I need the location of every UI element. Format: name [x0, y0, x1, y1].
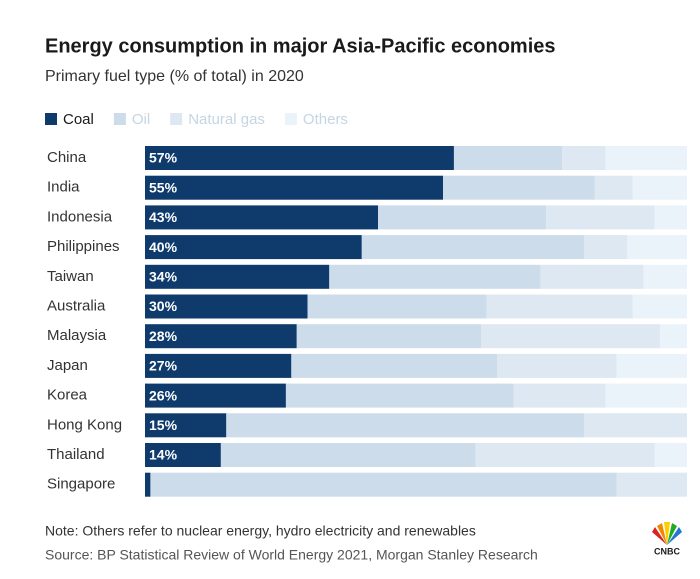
legend-label: Oil — [132, 111, 150, 128]
value-label: 40% — [149, 239, 178, 255]
bar-segment — [486, 294, 633, 319]
bar-segment — [145, 264, 330, 289]
chart-title: Energy consumption in major Asia-Pacific… — [45, 35, 556, 57]
bar-segment — [475, 443, 655, 467]
bar-segment — [616, 472, 687, 497]
source: Source: BP Statistical Review of World E… — [45, 547, 538, 563]
category-label: Australia — [47, 297, 106, 314]
category-label: India — [47, 179, 80, 196]
legend-swatch — [45, 113, 57, 125]
bar-segment — [150, 472, 617, 497]
legend-label: Natural gas — [188, 111, 265, 128]
bar-segment — [481, 324, 660, 349]
category-label: China — [47, 149, 87, 166]
category-label: Japan — [47, 357, 88, 374]
bar-segment — [145, 443, 221, 467]
value-label: 30% — [149, 298, 178, 314]
category-label: Hong Kong — [47, 416, 122, 433]
bar-segment — [145, 324, 297, 349]
value-label: 14% — [149, 447, 178, 463]
bar-segment — [291, 353, 498, 378]
bar-segment — [659, 324, 687, 349]
value-label: 55% — [149, 179, 178, 195]
category-label: Korea — [47, 387, 88, 404]
legend-swatch — [284, 113, 297, 125]
bar-segment — [145, 413, 227, 438]
bar-segment — [654, 443, 687, 467]
bar-segment — [605, 146, 687, 170]
value-label: 28% — [149, 328, 178, 344]
bar-segment — [594, 175, 633, 200]
value-label: 15% — [149, 417, 178, 433]
logo-mark — [652, 522, 682, 545]
bar-segment — [453, 146, 563, 170]
bar-segment — [145, 146, 454, 170]
note: Note: Others refer to nuclear energy, hy… — [45, 523, 476, 539]
bar-segment — [632, 294, 687, 319]
category-label: Taiwan — [47, 268, 94, 285]
bar-segment — [145, 294, 308, 319]
bar-segment — [605, 383, 687, 408]
bar-segment — [361, 235, 585, 260]
category-label: Thailand — [47, 446, 105, 463]
bar-segment — [513, 383, 606, 408]
bar-segment — [220, 443, 476, 467]
bar-segment — [145, 472, 151, 497]
legend-label: Others — [303, 111, 348, 128]
bar-segment — [643, 264, 687, 289]
bar-segment — [654, 205, 687, 230]
bar-segment — [226, 413, 585, 438]
bar-segment — [632, 175, 687, 200]
value-label: 57% — [149, 150, 178, 166]
bar-segment — [296, 324, 482, 349]
bar-segment — [145, 353, 292, 378]
bar-segment — [307, 294, 487, 319]
bar-segment — [285, 383, 514, 408]
category-label: Singapore — [47, 476, 115, 493]
legend-swatch — [113, 113, 126, 125]
logo: CNBC — [654, 546, 680, 556]
bar-segment — [616, 353, 687, 378]
category-label: Indonesia — [47, 208, 113, 225]
bar-segment — [378, 205, 547, 230]
bar-segment — [584, 235, 628, 260]
category-label: Malaysia — [47, 327, 107, 344]
bar-segment — [584, 413, 687, 438]
bar-segment — [145, 175, 444, 200]
bar-segment — [145, 235, 362, 260]
bar-segment — [627, 235, 687, 260]
bar-segment — [546, 205, 655, 230]
legend-label: Coal — [63, 111, 94, 128]
bar-segment — [145, 205, 379, 230]
value-label: 34% — [149, 269, 178, 285]
value-label: 27% — [149, 358, 178, 374]
legend-swatch — [170, 113, 183, 125]
bar-segment — [443, 175, 595, 200]
value-label: 43% — [149, 209, 178, 225]
bar-segment — [497, 353, 617, 378]
chart-subtitle: Primary fuel type (% of total) in 2020 — [45, 68, 304, 85]
bar-segment — [540, 264, 644, 289]
bar-segment — [562, 146, 606, 170]
bar-segment — [145, 383, 286, 408]
value-label: 26% — [149, 387, 178, 403]
category-label: Philippines — [47, 238, 120, 255]
bar-segment — [329, 264, 541, 289]
